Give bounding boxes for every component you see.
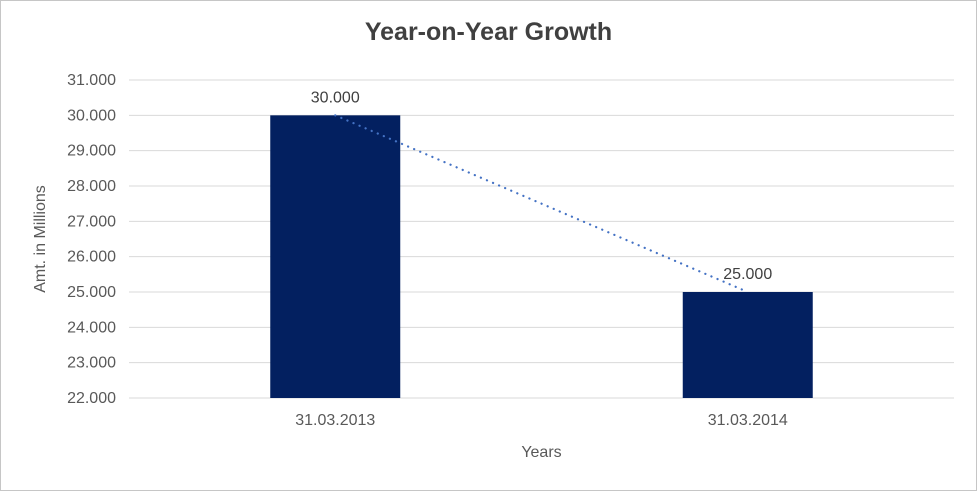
bar-data-label: 30.000	[311, 89, 360, 106]
x-category-label: 31.03.2013	[295, 412, 375, 429]
y-tick-label: 30.000	[67, 107, 116, 124]
y-tick-label: 31.000	[67, 72, 116, 89]
y-tick-label: 28.000	[67, 178, 116, 195]
y-tick-label: 22.000	[67, 390, 116, 407]
y-tick-label: 24.000	[67, 319, 116, 336]
trendline	[334, 114, 749, 294]
y-tick-label: 27.000	[67, 213, 116, 230]
bar-data-label: 25.000	[723, 266, 772, 283]
y-tick-label: 25.000	[67, 284, 116, 301]
x-category-label: 31.03.2014	[708, 412, 788, 429]
x-axis-title: Years	[521, 444, 562, 461]
chart-title: Year-on-Year Growth	[364, 18, 613, 46]
bar	[682, 292, 813, 398]
y-tick-label: 23.000	[67, 355, 116, 372]
bar	[270, 115, 401, 398]
y-tick-label: 26.000	[67, 249, 116, 266]
y-tick-label: 29.000	[67, 143, 116, 160]
